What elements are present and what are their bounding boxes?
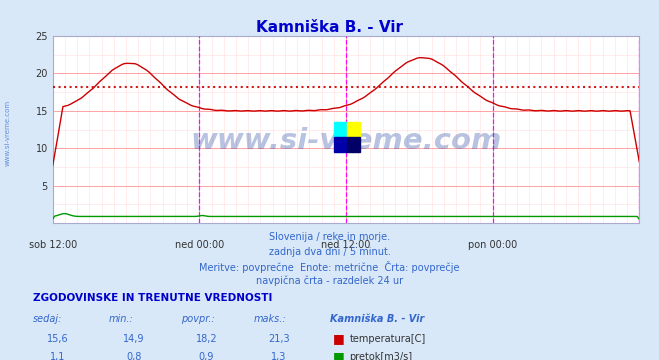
Text: ned 12:00: ned 12:00 (322, 240, 370, 250)
Text: min.:: min.: (109, 314, 134, 324)
Bar (334, 137, 347, 152)
Text: 15,6: 15,6 (47, 334, 69, 344)
Text: 0,8: 0,8 (126, 352, 142, 360)
Text: 18,2: 18,2 (196, 334, 217, 344)
Text: navpična črta - razdelek 24 ur: navpična črta - razdelek 24 ur (256, 275, 403, 286)
Text: ■: ■ (333, 332, 345, 345)
Text: 1,1: 1,1 (50, 352, 66, 360)
Text: maks.:: maks.: (254, 314, 287, 324)
Bar (347, 122, 360, 137)
Text: temperatura[C]: temperatura[C] (349, 334, 426, 344)
Text: sob 12:00: sob 12:00 (28, 240, 77, 250)
Text: www.si-vreme.com: www.si-vreme.com (190, 127, 501, 155)
Text: 1,3: 1,3 (271, 352, 287, 360)
Text: sedaj:: sedaj: (33, 314, 63, 324)
Text: ned 00:00: ned 00:00 (175, 240, 224, 250)
Text: ZGODOVINSKE IN TRENUTNE VREDNOSTI: ZGODOVINSKE IN TRENUTNE VREDNOSTI (33, 293, 272, 303)
Text: 0,9: 0,9 (198, 352, 214, 360)
Text: www.si-vreme.com: www.si-vreme.com (5, 100, 11, 166)
Text: Slovenija / reke in morje.: Slovenija / reke in morje. (269, 232, 390, 242)
Text: Meritve: povprečne  Enote: metrične  Črta: povprečje: Meritve: povprečne Enote: metrične Črta:… (199, 261, 460, 273)
Text: ■: ■ (333, 350, 345, 360)
Text: 21,3: 21,3 (268, 334, 289, 344)
Text: Kamniška B. - Vir: Kamniška B. - Vir (330, 314, 424, 324)
Text: povpr.:: povpr.: (181, 314, 215, 324)
Text: Kamniška B. - Vir: Kamniška B. - Vir (256, 20, 403, 35)
Text: pon 00:00: pon 00:00 (468, 240, 517, 250)
Text: pretok[m3/s]: pretok[m3/s] (349, 352, 413, 360)
Bar (334, 122, 347, 137)
Bar (347, 137, 360, 152)
Text: 14,9: 14,9 (123, 334, 144, 344)
Text: zadnja dva dni / 5 minut.: zadnja dva dni / 5 minut. (269, 247, 390, 257)
